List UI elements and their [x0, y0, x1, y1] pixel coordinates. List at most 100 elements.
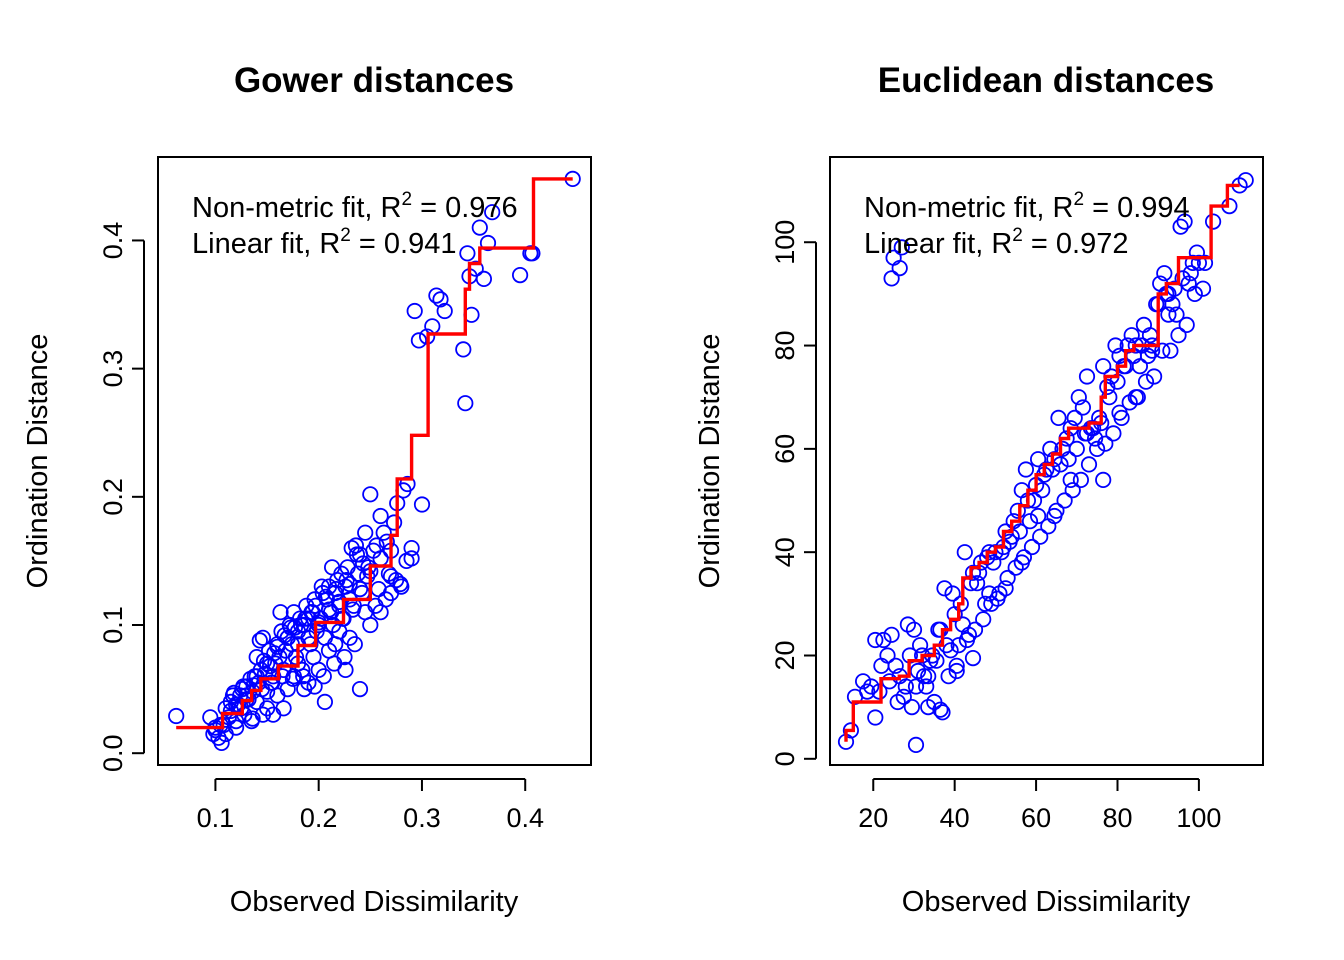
euclidean-data-point: [867, 709, 884, 726]
euclidean-data-point: [999, 569, 1016, 587]
gower-data-point: [455, 341, 472, 358]
euclidean-data-point: [1107, 337, 1124, 354]
gower-points: [168, 170, 581, 752]
gower-y-tick-label: 0.0: [98, 734, 128, 772]
gower-nonmetric-annotation: Non-metric fit, R2 = 0.976: [192, 189, 518, 224]
euclidean-data-point: [942, 642, 959, 659]
euclidean-data-point: [1070, 389, 1087, 406]
euclidean-data-point: [1017, 461, 1035, 478]
euclidean-x-tick-label: 20: [858, 803, 888, 833]
euclidean-data-point: [1205, 213, 1222, 230]
gower-data-point: [303, 604, 320, 621]
gower-data-point: [479, 234, 497, 252]
euclidean-panel: Euclidean distances 20 40 60 80 100 0 20 40 60 8…: [694, 61, 1264, 918]
euclidean-data-point: [907, 678, 925, 695]
gower-data-point: [265, 706, 282, 723]
gower-data-point: [457, 395, 474, 412]
euclidean-data-point: [1194, 280, 1212, 297]
euclidean-data-point: [1030, 507, 1047, 525]
gower-data-point: [244, 710, 261, 727]
euclidean-data-point: [1009, 502, 1026, 519]
euclidean-data-point: [966, 621, 984, 638]
euclidean-data-point: [1032, 528, 1049, 545]
euclidean-data-point: [983, 595, 1000, 612]
gower-data-point: [344, 601, 361, 618]
gower-data-point: [235, 678, 252, 695]
euclidean-data-point: [948, 662, 965, 680]
euclidean-data-point: [1178, 316, 1195, 333]
euclidean-data-point: [1060, 451, 1077, 468]
euclidean-data-point: [1023, 538, 1041, 556]
euclidean-data-point: [1095, 471, 1112, 488]
gower-x-axis: 0.1 0.2 0.3 0.4: [197, 778, 544, 833]
gower-data-point: [399, 475, 416, 493]
gower-step-fit-line: [176, 177, 573, 730]
euclidean-y-tick-label: 0: [770, 751, 800, 766]
gower-data-point: [224, 687, 242, 704]
euclidean-data-point: [948, 657, 965, 674]
gower-data-point: [432, 291, 449, 308]
euclidean-data-point: [1087, 430, 1104, 447]
gower-data-point: [228, 719, 245, 736]
euclidean-data-point: [891, 259, 908, 277]
euclidean-data-point: [1056, 492, 1073, 509]
euclidean-y-tick-label: 20: [770, 640, 800, 670]
euclidean-data-point: [1190, 254, 1208, 271]
euclidean-nonmetric-annotation: Non-metric fit, R2 = 0.994: [864, 189, 1190, 224]
euclidean-data-point: [1154, 342, 1171, 359]
euclidean-data-point: [968, 575, 986, 592]
gower-data-point: [168, 707, 185, 725]
euclidean-y-tick-label: 100: [770, 220, 800, 265]
gower-data-point: [317, 588, 334, 605]
euclidean-data-point: [1184, 254, 1201, 271]
gower-data-point: [316, 693, 333, 711]
gower-panel: Gower distances 0.1 0.2 0.3 0.4 0.00.10.20.…: [22, 61, 592, 918]
euclidean-data-point: [1172, 218, 1189, 235]
euclidean-data-point: [854, 673, 872, 690]
gower-data-point: [351, 580, 369, 598]
gower-data-point: [338, 571, 355, 589]
euclidean-x-axis-label: Observed Dissimilarity: [902, 886, 1191, 918]
euclidean-data-point: [1013, 554, 1030, 571]
euclidean-data-point: [883, 270, 900, 287]
gower-x-tick-label: 0.3: [403, 803, 441, 833]
euclidean-data-point: [1097, 435, 1114, 452]
gower-data-point: [279, 680, 296, 698]
gower-data-point: [354, 555, 372, 572]
euclidean-y-tick-label: 60: [770, 434, 800, 464]
euclidean-data-point: [873, 657, 890, 674]
gower-data-point: [272, 604, 289, 621]
euclidean-data-point: [889, 693, 906, 711]
euclidean-data-point: [1111, 404, 1128, 421]
gower-data-point: [413, 496, 431, 513]
euclidean-data-point: [964, 564, 982, 581]
euclidean-data-point: [920, 668, 937, 685]
euclidean-data-point: [934, 704, 951, 721]
gower-plot-box: [157, 156, 592, 766]
euclidean-data-point: [1072, 471, 1090, 488]
gower-data-point: [207, 721, 224, 739]
euclidean-data-point: [1042, 440, 1059, 457]
gower-data-point: [357, 524, 374, 541]
euclidean-x-tick-label: 80: [1102, 803, 1132, 833]
gower-data-point: [410, 332, 427, 349]
euclidean-data-point: [958, 631, 976, 649]
euclidean-data-point: [883, 626, 900, 643]
euclidean-data-point: [1186, 285, 1203, 302]
euclidean-data-point: [1099, 378, 1116, 395]
euclidean-data-point: [940, 668, 957, 685]
gower-data-point: [248, 668, 265, 685]
euclidean-x-tick-label: 100: [1176, 803, 1221, 833]
gower-data-point: [254, 629, 271, 646]
euclidean-data-point: [1156, 265, 1173, 282]
gower-y-axis: 0.0 0.1 0.2 0.3 0.4: [98, 222, 145, 772]
gower-data-point: [213, 734, 230, 752]
gower-data-point: [484, 204, 501, 221]
gower-data-point: [306, 678, 323, 695]
euclidean-data-point: [1066, 409, 1083, 426]
euclidean-data-point: [1127, 389, 1144, 406]
gower-data-point: [254, 706, 271, 723]
gower-data-point: [403, 539, 420, 557]
euclidean-data-point: [893, 239, 910, 256]
gower-data-point: [511, 266, 529, 284]
